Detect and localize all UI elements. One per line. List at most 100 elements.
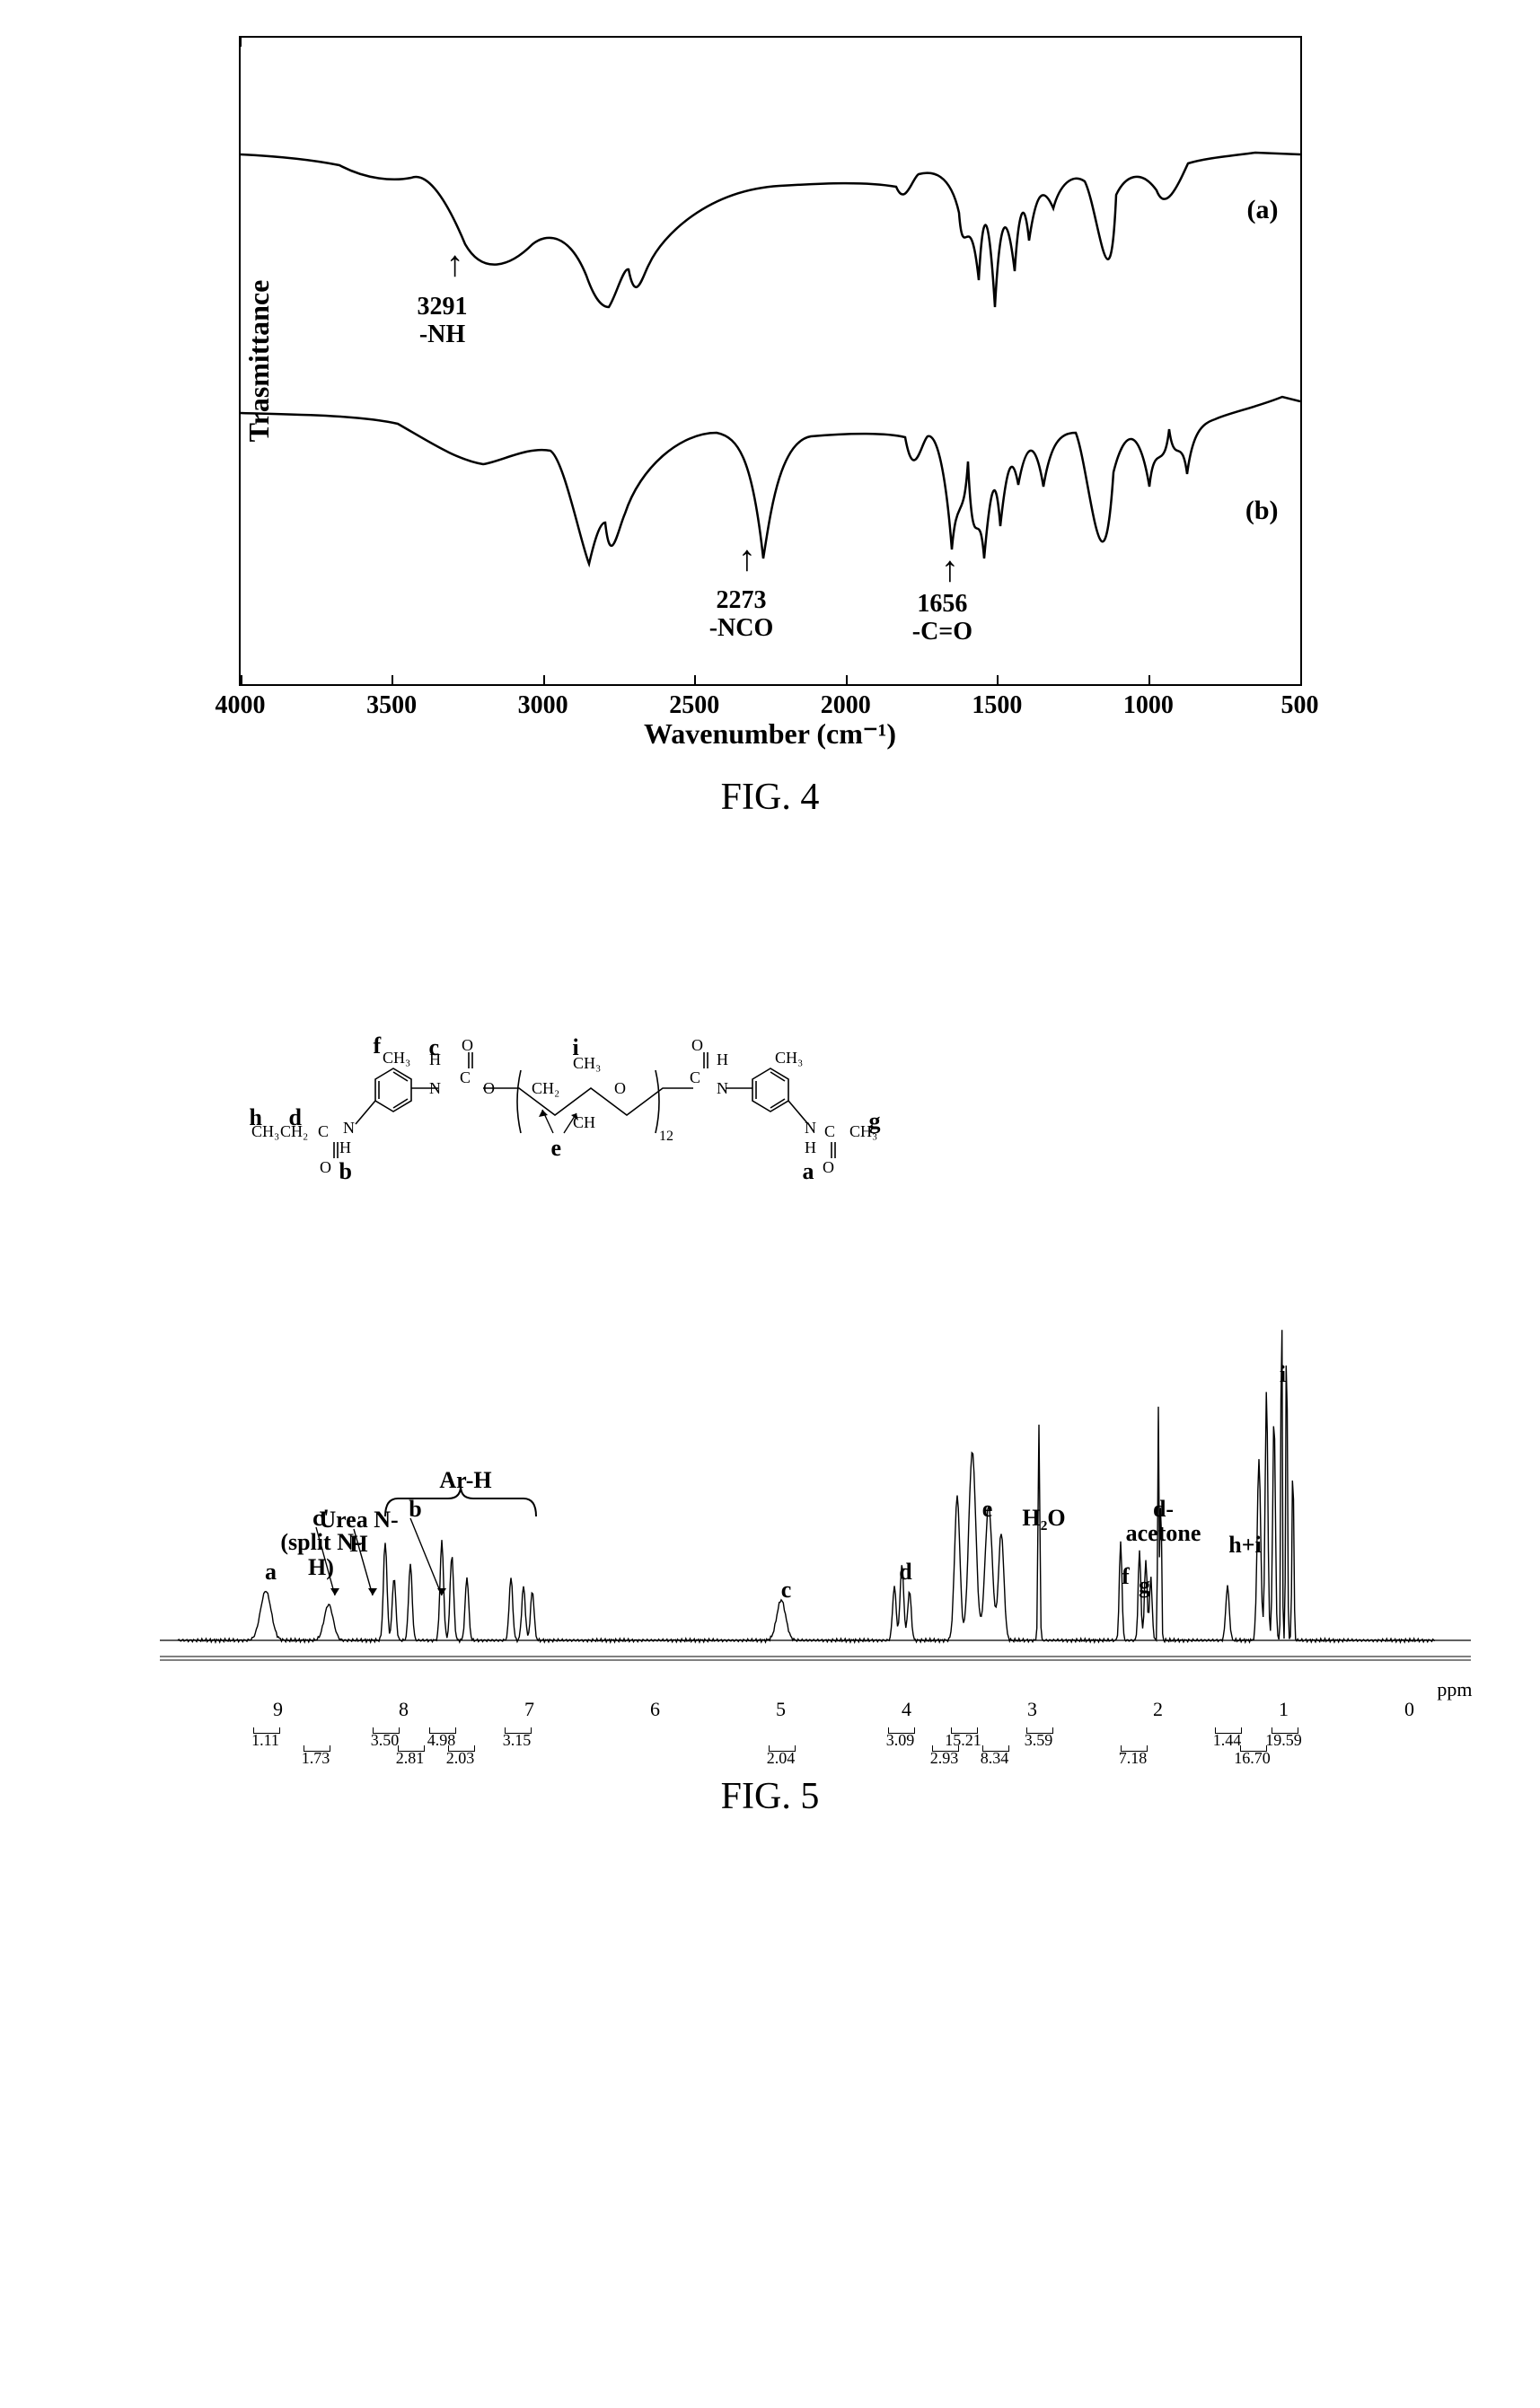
nmr-peak-label: H₂O	[999, 1506, 1089, 1530]
integral-marker	[505, 1727, 532, 1734]
arrow-icon: ↑	[738, 540, 756, 576]
svg-text:C: C	[690, 1068, 700, 1086]
nmr-integral-value: 3.59	[1025, 1731, 1053, 1750]
integral-marker	[951, 1727, 978, 1734]
nmr-integral-value: 1.11	[251, 1731, 279, 1750]
svg-text:C: C	[824, 1122, 835, 1140]
nmr-xtick: 4	[902, 1698, 911, 1721]
xtick-mark	[241, 675, 242, 684]
nmr-xtick: 2	[1153, 1698, 1163, 1721]
nmr-peak-label: d-acetone	[1119, 1497, 1209, 1546]
chemical-structure: NH CO O CH₂ CH CH₃ O 12 CO NH CH₃ CH₃ NH…	[250, 998, 950, 1218]
struct-tag-f: f	[374, 1033, 382, 1059]
xtick-label: 3500	[366, 691, 417, 720]
svg-text:CH₂: CH₂	[532, 1079, 559, 1097]
nmr-integral-value: 2.93	[930, 1749, 959, 1768]
nmr-peak-label: Ar-H	[421, 1468, 511, 1492]
xtick-label: 3000	[518, 691, 568, 720]
xtick-mark	[543, 675, 545, 684]
ppm-unit-label: ppm	[1437, 1678, 1472, 1701]
trace-b-label: (b)	[1245, 496, 1279, 526]
xtick-label: 4000	[216, 691, 266, 720]
nmr-integral-value: 3.50	[371, 1731, 400, 1750]
nmr-xtick: 1	[1279, 1698, 1289, 1721]
xtick-mark	[1148, 675, 1150, 684]
svg-text:CH₃: CH₃	[775, 1049, 803, 1067]
struct-tag-b: b	[339, 1158, 352, 1185]
x-axis-label: Wavenumber (cm⁻¹)	[644, 716, 896, 751]
nmr-xtick: 0	[1404, 1698, 1414, 1721]
figure-5-caption: FIG. 5	[142, 1775, 1399, 1818]
ir-trace-a	[241, 153, 1300, 307]
struct-tag-c: c	[429, 1034, 440, 1061]
nmr-xtick: 5	[776, 1698, 786, 1721]
nmr-peak-label: b	[371, 1497, 461, 1521]
nmr-integral-value: 19.59	[1265, 1731, 1302, 1750]
integral-marker	[1215, 1727, 1242, 1734]
integral-marker	[932, 1745, 959, 1752]
xtick-mark	[846, 675, 848, 684]
xtick-mark	[1300, 675, 1302, 684]
nmr-integral-value: 16.70	[1234, 1749, 1271, 1768]
integral-marker	[373, 1727, 400, 1734]
svg-text:C: C	[460, 1068, 471, 1086]
integral-marker	[448, 1745, 475, 1752]
integral-marker	[1240, 1745, 1267, 1752]
integral-marker	[888, 1727, 915, 1734]
nmr-integral-value: 2.81	[396, 1749, 425, 1768]
xtick-mark	[997, 675, 999, 684]
nmr-integral-value: 8.34	[981, 1749, 1009, 1768]
svg-text:N: N	[805, 1119, 816, 1137]
svg-text:12: 12	[659, 1129, 673, 1144]
nmr-peak-label: g	[1100, 1573, 1190, 1597]
nmr-integral-value: 2.03	[446, 1749, 475, 1768]
arrow-icon: ↑	[446, 246, 464, 282]
struct-tag-h: h	[250, 1104, 262, 1131]
figure-5: NH CO O CH₂ CH CH₃ O 12 CO NH CH₃ CH₃ NH…	[142, 998, 1399, 1818]
nmr-peak-label: c	[742, 1578, 832, 1602]
svg-text:N: N	[717, 1079, 728, 1097]
nmr-xtick: 9	[273, 1698, 283, 1721]
peak-annotation: 1656-C=O	[912, 591, 972, 646]
nmr-integral-value: 1.73	[302, 1749, 330, 1768]
integral-marker	[429, 1727, 456, 1734]
svg-text:N: N	[343, 1119, 355, 1137]
svg-text:O: O	[462, 1036, 473, 1054]
figure-4-caption: FIG. 4	[142, 776, 1399, 819]
struct-tag-d: d	[289, 1104, 302, 1131]
nmr-integral-value: 3.15	[503, 1731, 532, 1750]
xtick-mark	[694, 675, 696, 684]
integral-marker	[253, 1727, 280, 1734]
svg-text:C: C	[318, 1122, 329, 1140]
xtick-label: 1500	[972, 691, 1022, 720]
xtick-label: 1000	[1123, 691, 1174, 720]
nmr-integral-value: 2.04	[767, 1749, 796, 1768]
peak-annotation: 3291-NH	[418, 294, 468, 349]
xtick-label: 500	[1281, 691, 1319, 720]
integral-marker	[398, 1745, 425, 1752]
svg-text:O: O	[483, 1079, 495, 1097]
svg-text:H: H	[717, 1050, 728, 1068]
svg-text:O: O	[320, 1158, 331, 1176]
nmr-peak-label: i	[1238, 1362, 1328, 1386]
nmr-xtick: 8	[399, 1698, 409, 1721]
nmr-peak-label: d	[861, 1560, 951, 1584]
nmr-integral-value: 1.44	[1213, 1731, 1242, 1750]
xtick-mark	[392, 675, 393, 684]
structure-svg: NH CO O CH₂ CH CH₃ O 12 CO NH CH₃ CH₃ NH…	[250, 998, 950, 1214]
struct-tag-a: a	[803, 1158, 814, 1185]
svg-text:H: H	[339, 1138, 351, 1156]
svg-text:O: O	[614, 1079, 626, 1097]
integral-marker	[1026, 1727, 1053, 1734]
svg-text:CH₃: CH₃	[383, 1049, 410, 1067]
svg-text:O: O	[823, 1158, 834, 1176]
integral-marker	[304, 1745, 330, 1752]
nmr-integral-value: 7.18	[1119, 1749, 1148, 1768]
svg-text:N: N	[429, 1079, 441, 1097]
struct-tag-i: i	[573, 1034, 579, 1061]
nmr-xtick: 7	[524, 1698, 534, 1721]
integral-marker	[1272, 1727, 1298, 1734]
nmr-xtick: 6	[650, 1698, 660, 1721]
arrow-icon: ↑	[941, 551, 959, 587]
integral-marker	[1121, 1745, 1148, 1752]
